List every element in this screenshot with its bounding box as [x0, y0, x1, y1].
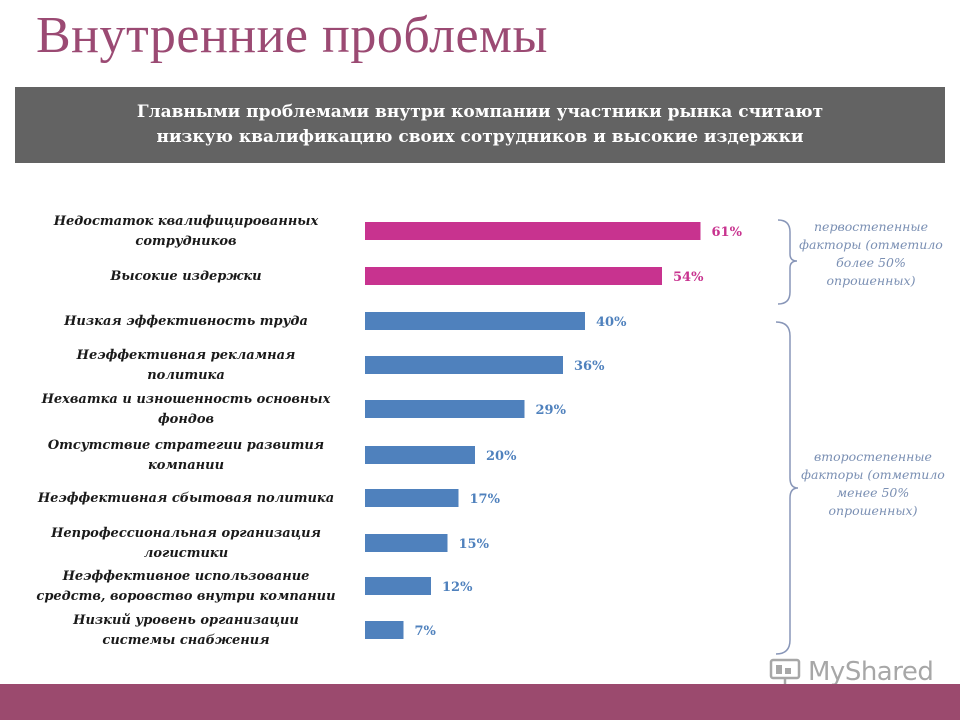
value-label-2: 54% [673, 270, 704, 285]
category-label-10-line-1: Низкий уровень организации [72, 613, 299, 628]
bar-6 [365, 446, 475, 464]
bar-9 [365, 577, 431, 595]
value-label-10: 7% [415, 624, 437, 639]
bar-2 [365, 267, 662, 285]
category-label-9-line-2: средств, воровство внутри компании [36, 589, 335, 604]
bar-10 [365, 621, 404, 639]
bar-7 [365, 489, 459, 507]
category-label-3: Низкая эффективность труда [63, 314, 308, 329]
subtitle-banner: Главными проблемами внутри компании учас… [15, 87, 945, 163]
category-label-6-line-2: компании [148, 458, 224, 473]
category-label-5-line-1: Нехватка и изношенность основных [41, 392, 331, 407]
bar-4 [365, 356, 563, 374]
value-label-4: 36% [574, 359, 605, 374]
value-label-9: 12% [442, 580, 473, 595]
myshared-watermark: MyShared [768, 656, 934, 688]
category-label-2: Высокие издержки [109, 269, 261, 284]
category-label-5-line-2: фондов [158, 412, 214, 427]
category-label-7: Неэффективная сбытовая политика [37, 491, 334, 506]
value-label-7: 17% [470, 492, 501, 507]
value-label-8: 15% [459, 537, 490, 552]
value-label-1: 61% [712, 225, 743, 240]
bar-3 [365, 312, 585, 330]
primary-factors-note: первостепенные факторы (отметило более 5… [799, 219, 943, 288]
secondary-factors-note: второстепенные факторы (отметило менее 5… [801, 449, 945, 518]
watermark-text: MyShared [808, 657, 934, 687]
category-label-8-line-2: логистики [144, 546, 228, 561]
category-label-4-line-1: Неэффективная рекламная [76, 348, 296, 363]
bar-8 [365, 534, 448, 552]
presentation-icon [769, 658, 801, 685]
slide-title: Внутренние проблемы [36, 7, 548, 64]
value-label-5: 29% [536, 403, 567, 418]
category-label-4-line-2: политика [147, 368, 225, 383]
subtitle-line-1: Главными проблемами внутри компании учас… [136, 102, 824, 122]
footer-bar [0, 684, 960, 720]
category-label-1-line-1: Недостаток квалифицированных [53, 214, 319, 229]
bar-1 [365, 222, 701, 240]
category-label-1-line-2: сотрудников [135, 234, 236, 249]
category-label-6-line-1: Отсутствие стратегии развития [48, 438, 324, 453]
value-label-3: 40% [596, 315, 627, 330]
category-label-9-line-1: Неэффективное использование [62, 569, 310, 584]
secondary-brace [775, 321, 799, 655]
category-label-8-line-1: Непрофессиональная организация [50, 526, 321, 541]
value-label-6: 20% [486, 449, 517, 464]
bar-5 [365, 400, 525, 418]
category-label-10-line-2: системы снабжения [102, 633, 269, 648]
primary-brace [777, 219, 798, 305]
subtitle-line-2: низкую квалификацию своих сотрудников и … [156, 127, 804, 147]
